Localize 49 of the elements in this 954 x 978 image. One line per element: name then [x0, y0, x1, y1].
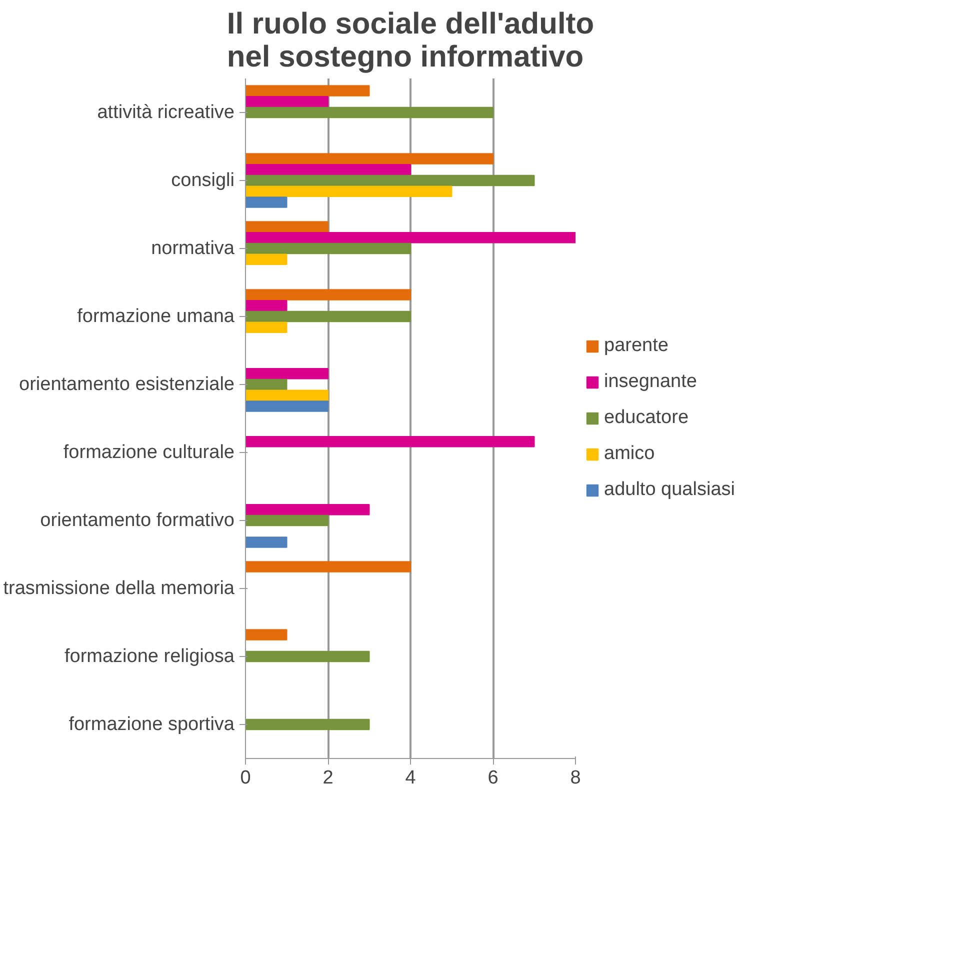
legend-label: educatore	[604, 407, 689, 429]
y-tick-label: formazione sportiva	[68, 714, 235, 735]
bar	[246, 718, 370, 730]
y-tick-label: formazione religiosa	[64, 646, 235, 667]
y-tick-label: orientamento esistenziale	[19, 374, 235, 395]
bar	[246, 390, 328, 402]
chart-title: Il ruolo sociale dell'adulto nel sostegno informativo	[226, 8, 594, 74]
bar	[246, 153, 494, 164]
x-tick-label: 6	[488, 768, 498, 788]
bar	[246, 650, 370, 662]
y-tick-label: consigli	[171, 170, 235, 191]
bar	[246, 300, 288, 312]
y-tick-label: orientamento formativo	[40, 510, 235, 531]
legend-label: insegnante	[604, 371, 697, 393]
bar	[246, 254, 288, 266]
bar	[246, 232, 576, 244]
bar	[246, 310, 411, 322]
bar	[246, 289, 411, 300]
bar	[246, 186, 452, 198]
y-tick-label: formazione umana	[77, 306, 235, 327]
bar	[246, 96, 328, 108]
bar	[246, 400, 328, 412]
bar	[246, 174, 535, 186]
y-tick-label: trasmissione della memoria	[3, 578, 235, 599]
bar	[246, 196, 288, 208]
bar	[246, 106, 494, 118]
legend-label: adulto qualsiasi	[604, 479, 735, 501]
bar	[246, 221, 328, 232]
bar	[246, 85, 370, 96]
bar	[246, 561, 411, 572]
bar	[246, 368, 328, 380]
x-tick-label: 2	[322, 768, 334, 788]
x-tick-label: 4	[405, 768, 416, 788]
bar	[246, 164, 411, 176]
x-tick-label: 0	[240, 768, 251, 788]
bar	[246, 322, 288, 334]
legend-label: amico	[604, 443, 655, 465]
legend-label: parente	[604, 335, 668, 357]
bar	[246, 514, 328, 526]
y-tick-label: formazione culturale	[63, 442, 235, 463]
bar	[246, 436, 535, 448]
y-tick-label: attività ricreative	[97, 102, 235, 123]
bar	[246, 378, 288, 390]
bar	[246, 629, 288, 640]
bar	[246, 536, 288, 548]
y-tick-label: normativa	[151, 238, 235, 259]
bar	[246, 242, 411, 254]
x-tick-label: 8	[570, 768, 581, 788]
bar	[246, 504, 370, 516]
